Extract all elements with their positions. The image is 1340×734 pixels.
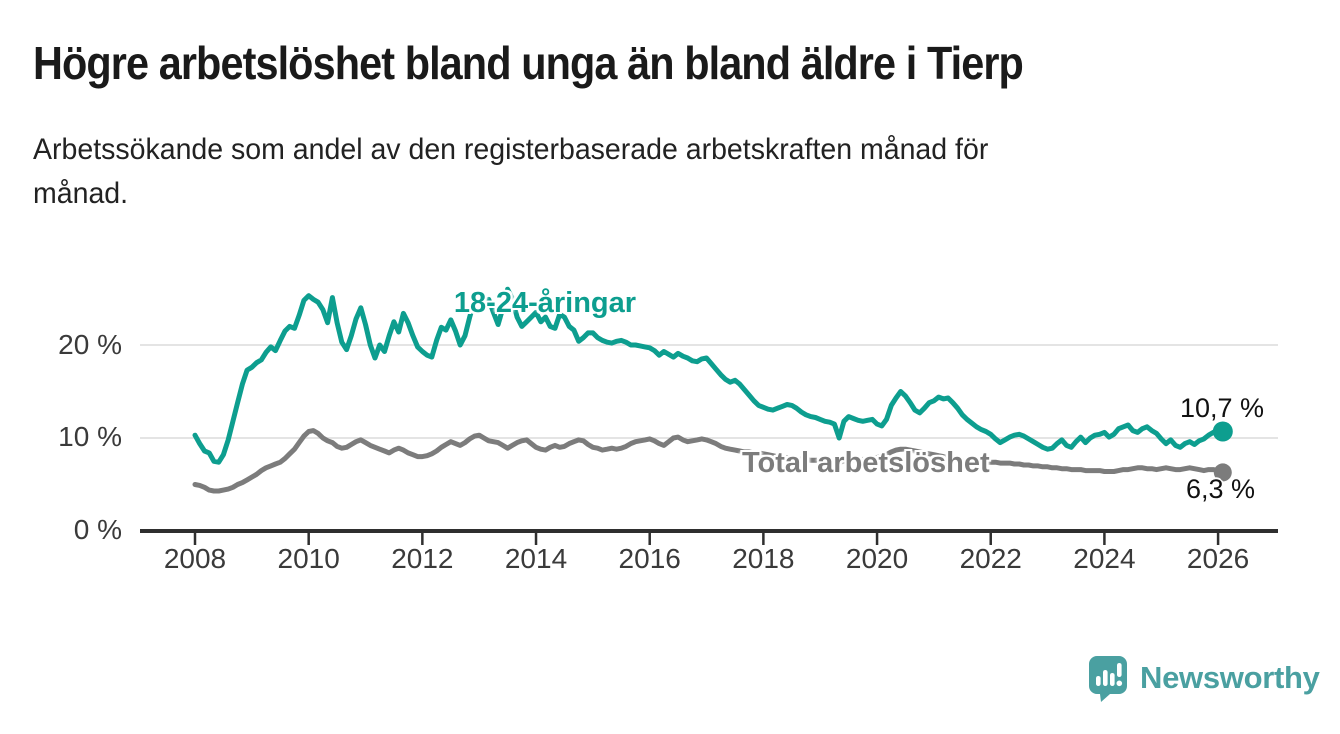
newsworthy-wordmark: Newsworthy	[1140, 660, 1320, 695]
total-end-dot	[1213, 463, 1232, 482]
total-series-label: Total arbetslöshet	[742, 447, 990, 479]
x-axis-tick-label: 2012	[391, 543, 454, 574]
y-axis-tick-label: 20 %	[58, 329, 122, 360]
x-axis-tick-label: 2016	[618, 543, 681, 574]
chart-subtitle: Arbetssökande som andel av den registerb…	[33, 133, 989, 210]
total-end-value-label: 6,3 %	[1185, 474, 1255, 504]
y-axis-tick-label: 0 %	[73, 514, 122, 545]
x-axis-tick-label: 2022	[959, 543, 1022, 574]
youth-series-label: 18-24-åringar	[453, 287, 637, 319]
x-axis-tick-label: 2010	[277, 543, 340, 574]
y-axis-tick-label: 10 %	[58, 421, 122, 452]
newsworthy-logo[interactable]: Newsworthy	[1087, 654, 1320, 702]
youth-end-value-label: 10,7 %	[1179, 393, 1264, 423]
total-line	[192, 428, 1226, 494]
x-axis-tick-label: 2024	[1073, 543, 1136, 574]
x-axis-tick-label: 2008	[163, 543, 227, 574]
youth-end-dot	[1212, 421, 1233, 442]
youth-line	[192, 286, 1226, 465]
x-axis-tick-label: 2026	[1186, 543, 1250, 574]
x-axis-tick-label: 2018	[732, 543, 795, 574]
x-axis-tick-label: 2014	[504, 543, 568, 574]
chart-title: Högre arbetslöshet bland unga än bland ä…	[33, 37, 1024, 89]
x-axis-tick-label: 2020	[845, 543, 909, 574]
speech-bubble-bar-chart-icon	[1089, 656, 1127, 702]
